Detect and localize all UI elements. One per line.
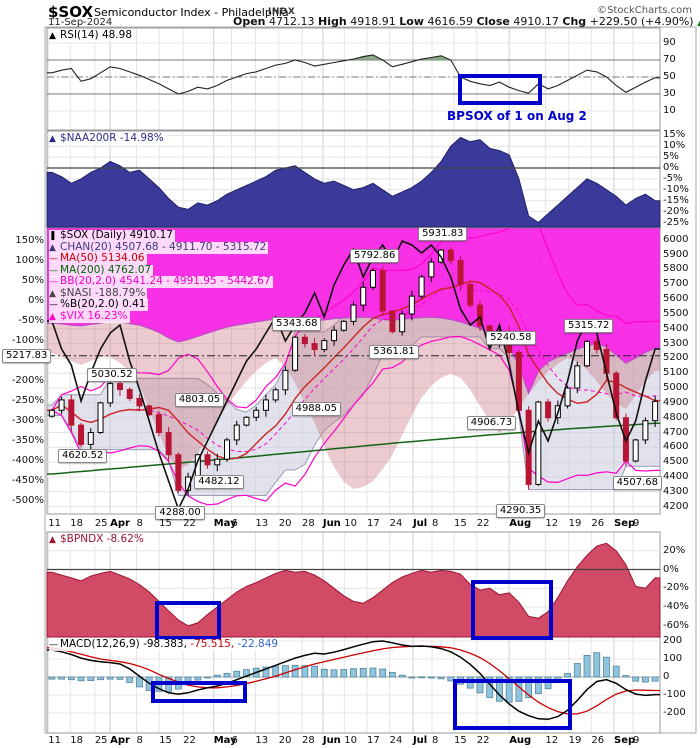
annotation-rect	[155, 601, 221, 640]
close-value: 4910.17	[513, 15, 559, 28]
chart-date: 11-Sep-2024	[48, 17, 113, 28]
open-value: 4712.13	[269, 15, 315, 28]
chg-label: Chg	[562, 15, 587, 28]
ohlc-quote-row: Open 4712.13 High 4918.91 Low 4616.59 Cl…	[233, 15, 700, 28]
exchange-label: INDX	[268, 7, 296, 17]
close-label: Close	[476, 15, 510, 28]
credit-label: ©StockCharts.com	[597, 5, 692, 16]
low-label: Low	[399, 15, 424, 28]
symbol-title: $SOX	[48, 3, 94, 21]
symbol-name: Semiconductor Index - Philadelphia	[94, 6, 289, 19]
low-value: 4616.59	[427, 15, 473, 28]
high-value: 4918.91	[350, 15, 396, 28]
annotation-rect	[458, 74, 542, 105]
open-label: Open	[233, 15, 266, 28]
up-triangle-icon: ▲	[697, 18, 700, 28]
annotation-rect	[453, 679, 572, 730]
chg-value: +229.50 (+4.90%)	[589, 15, 694, 28]
annotation-rect	[151, 681, 247, 703]
high-label: High	[318, 15, 347, 28]
annotation-rect	[471, 580, 553, 640]
